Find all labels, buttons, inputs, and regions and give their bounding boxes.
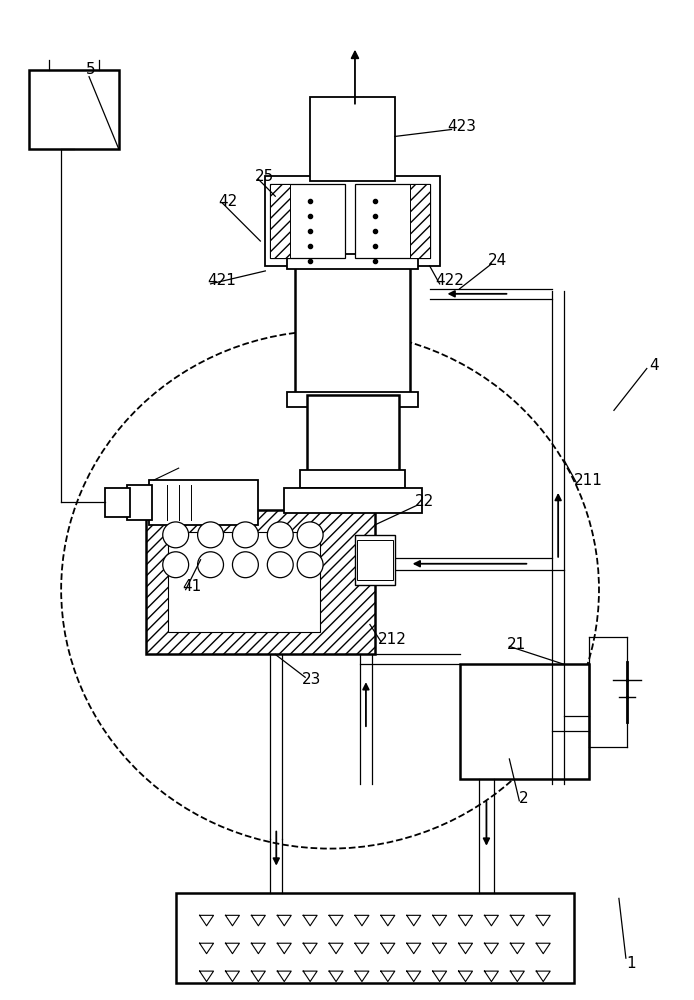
Circle shape: [162, 522, 189, 548]
Bar: [127, 485, 152, 520]
Bar: [287, 392, 418, 407]
Text: 421: 421: [208, 273, 237, 288]
Bar: [310, 97, 395, 181]
Text: 423: 423: [448, 119, 477, 134]
Text: 41: 41: [183, 579, 202, 594]
Circle shape: [267, 552, 294, 578]
Text: 22: 22: [415, 494, 434, 509]
Circle shape: [162, 552, 189, 578]
Text: 24: 24: [487, 253, 507, 268]
Bar: [459, 664, 589, 779]
Bar: [409, 184, 430, 258]
Bar: [270, 184, 345, 258]
Bar: [355, 535, 395, 585]
Text: 25: 25: [255, 169, 275, 184]
Circle shape: [297, 522, 323, 548]
Text: 23: 23: [302, 672, 321, 687]
Bar: [270, 184, 290, 258]
Text: 4: 4: [649, 358, 659, 373]
Bar: [287, 254, 418, 269]
Text: 422: 422: [436, 273, 464, 288]
Bar: [29, 70, 119, 149]
Text: 5: 5: [86, 62, 96, 77]
Bar: [295, 266, 409, 395]
Circle shape: [198, 522, 223, 548]
Text: 212: 212: [378, 632, 407, 647]
Bar: [285, 488, 422, 513]
Bar: [355, 184, 430, 258]
Bar: [105, 488, 130, 517]
Bar: [176, 893, 574, 983]
Circle shape: [297, 552, 323, 578]
Text: 211: 211: [574, 473, 603, 488]
Bar: [307, 395, 399, 475]
Bar: [146, 510, 375, 654]
Circle shape: [198, 552, 223, 578]
Circle shape: [232, 552, 258, 578]
Text: 21: 21: [507, 637, 527, 652]
Circle shape: [232, 522, 258, 548]
Bar: [357, 540, 393, 580]
Bar: [149, 480, 258, 525]
Text: 42: 42: [219, 194, 238, 209]
Circle shape: [267, 522, 294, 548]
Text: 1: 1: [626, 956, 636, 971]
Bar: [301, 470, 405, 488]
Bar: [265, 176, 439, 266]
Text: 2: 2: [519, 791, 529, 806]
Bar: [168, 532, 320, 632]
